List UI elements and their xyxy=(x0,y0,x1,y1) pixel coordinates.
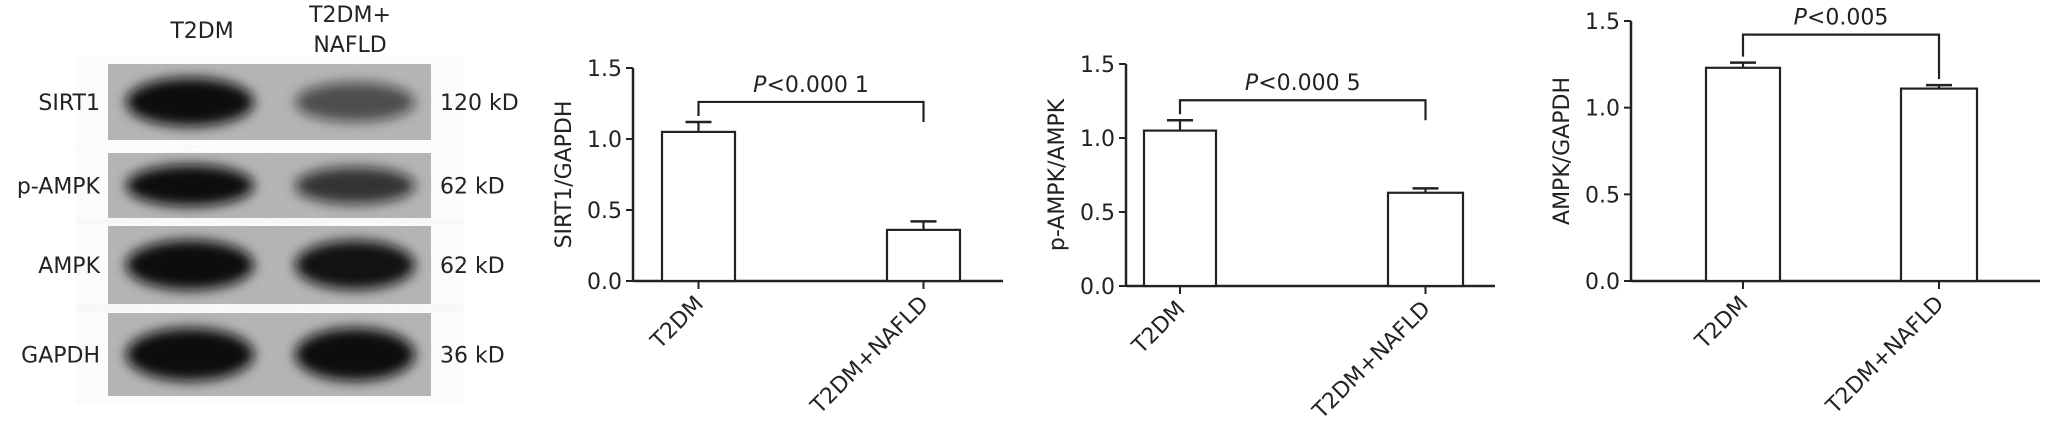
bar-chart-2: 0.0 0.5 1.0 1.5 p-AMPK/AMPK T2DM T2DM+NAFLD P<0… xyxy=(1045,53,1495,425)
band-gapdh-lane-2 xyxy=(295,327,415,382)
band-p-ampk-lane-1 xyxy=(126,164,254,207)
band-sirt1-lane-1 xyxy=(126,77,254,127)
p-threshold: <0.005 xyxy=(1807,6,1888,31)
y-tick-label: 0.5 xyxy=(1585,183,1620,208)
bar-t2dm-nafld xyxy=(885,228,962,283)
bar-t2dm xyxy=(1142,129,1218,288)
protein-label: GAPDH xyxy=(21,344,100,369)
y-tick-label: 1.5 xyxy=(1585,10,1620,35)
bar-t2dm-nafld xyxy=(1899,87,1979,283)
y-tick-label: 0.5 xyxy=(587,199,622,224)
y-tick-label: 0.0 xyxy=(1585,270,1620,295)
x-tick-label: T2DM xyxy=(646,292,709,355)
p-symbol: P xyxy=(753,73,767,98)
significance-bracket xyxy=(697,100,925,122)
p-threshold: <0.000 1 xyxy=(766,73,868,98)
y-tick-label: 1.0 xyxy=(587,128,622,153)
bar-chart-1: 0.0 0.5 1.0 1.5 SIRT1/GAPDH T2DM T2DM+NAFLD P<0… xyxy=(552,57,1003,420)
molecular-weight-label: 120 kD xyxy=(440,91,519,116)
y-axis-label: SIRT1/GAPDH xyxy=(552,101,577,249)
x-tick-label: T2DM+NAFLD xyxy=(1308,297,1436,425)
band-sirt1-lane-2 xyxy=(295,82,415,122)
protein-label: SIRT1 xyxy=(38,91,100,116)
y-tick-label: 1.5 xyxy=(1080,53,1115,78)
bar-t2dm xyxy=(1704,66,1782,283)
y-tick-label: 0.0 xyxy=(1080,275,1115,300)
bar-chart-3: 0.0 0.5 1.0 1.5 AMPK/GAPDH T2DM T2DM+NAFLD P<0.… xyxy=(1550,6,2040,420)
p-symbol: P xyxy=(1794,6,1808,31)
p-value-annotation: P<0.005 xyxy=(1794,6,1889,31)
protein-label: p-AMPK xyxy=(17,175,101,200)
y-tick-label: 1.5 xyxy=(587,57,622,82)
lane-label-t2dm-nafld-line2: NAFLD xyxy=(313,33,386,58)
western-blot: T2DM T2DM+ NAFLD SIRT1 120 kD p-AMPK 62 kD A… xyxy=(17,3,519,396)
molecular-weight-label: 36 kD xyxy=(440,344,505,369)
y-tick-label: 0.0 xyxy=(587,270,622,295)
band-ampk-lane-2 xyxy=(295,240,415,290)
bar-t2dm-nafld xyxy=(1386,191,1465,288)
y-tick-label: 1.0 xyxy=(1080,127,1115,152)
band-p-ampk-lane-2 xyxy=(295,166,415,205)
x-tick-label: T2DM+NAFLD xyxy=(806,292,934,420)
lane-label-t2dm: T2DM xyxy=(169,19,233,44)
y-tick-label: 0.5 xyxy=(1080,201,1115,226)
band-gapdh-lane-1 xyxy=(126,327,254,382)
bar-t2dm xyxy=(660,130,737,283)
p-threshold: <0.000 5 xyxy=(1258,71,1360,96)
lane-label-t2dm-nafld-line1: T2DM+ xyxy=(308,3,391,28)
band-ampk-lane-1 xyxy=(126,240,254,290)
y-tick-label: 1.0 xyxy=(1585,97,1620,122)
molecular-weight-label: 62 kD xyxy=(440,254,505,279)
significance-bracket xyxy=(1178,99,1427,121)
protein-label: AMPK xyxy=(38,254,100,279)
x-tick-label: T2DM xyxy=(1690,292,1753,355)
y-axis-label: AMPK/GAPDH xyxy=(1550,77,1575,225)
p-value-annotation: P<0.000 1 xyxy=(753,73,869,98)
x-tick-label: T2DM xyxy=(1127,297,1190,360)
molecular-weight-label: 62 kD xyxy=(440,175,505,200)
p-symbol: P xyxy=(1245,71,1259,96)
y-axis-label: p-AMPK/AMPK xyxy=(1045,98,1070,251)
x-tick-label: T2DM+NAFLD xyxy=(1821,292,1949,420)
significance-bracket xyxy=(1741,33,1941,80)
p-value-annotation: P<0.000 5 xyxy=(1245,71,1361,96)
